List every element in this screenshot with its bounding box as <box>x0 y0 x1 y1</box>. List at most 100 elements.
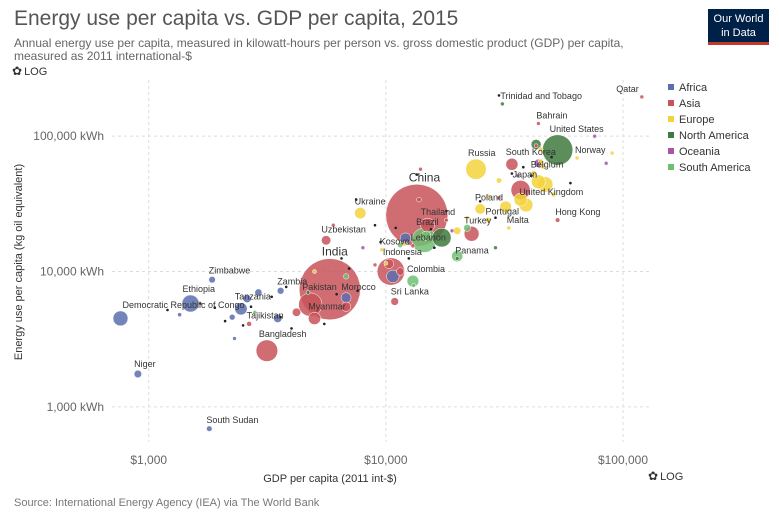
data-point[interactable] <box>510 172 514 175</box>
legend-item-africa[interactable]: Africa <box>668 80 751 96</box>
data-point[interactable] <box>499 200 512 213</box>
data-point[interactable] <box>407 257 411 260</box>
data-point[interactable] <box>449 228 455 234</box>
data-point[interactable] <box>335 292 338 296</box>
data-point-bangladesh[interactable] <box>255 339 278 362</box>
data-point[interactable] <box>177 312 182 318</box>
data-point[interactable] <box>292 307 301 317</box>
data-point[interactable] <box>522 165 525 169</box>
legend-item-south-america[interactable]: South America <box>668 160 751 176</box>
data-point[interactable] <box>341 301 352 312</box>
data-point[interactable] <box>373 223 377 227</box>
data-point-myanmar[interactable] <box>308 311 321 325</box>
data-point-bahrain[interactable] <box>536 121 541 126</box>
data-point[interactable] <box>538 146 544 152</box>
data-point-tanzania[interactable] <box>234 302 248 316</box>
data-point[interactable] <box>592 133 597 139</box>
y-axis-log-toggle[interactable]: ✿ LOG <box>12 64 47 78</box>
data-point[interactable] <box>411 283 416 288</box>
data-point[interactable] <box>279 315 282 319</box>
data-point-panama[interactable] <box>454 256 460 261</box>
data-point-norway[interactable] <box>574 155 580 161</box>
data-point-poland[interactable] <box>474 203 486 215</box>
data-point[interactable] <box>284 285 288 289</box>
data-point[interactable] <box>360 245 366 250</box>
data-point[interactable] <box>166 308 169 312</box>
data-point[interactable] <box>433 246 436 249</box>
data-point[interactable] <box>290 327 293 330</box>
data-point[interactable] <box>386 269 400 283</box>
data-point[interactable] <box>249 305 253 309</box>
data-point[interactable] <box>379 240 382 244</box>
data-point-tajikistan[interactable] <box>246 321 252 327</box>
data-point[interactable] <box>323 322 326 326</box>
data-point[interactable] <box>445 209 448 213</box>
data-point[interactable] <box>451 250 464 262</box>
data-point[interactable] <box>270 295 274 299</box>
data-point[interactable] <box>372 262 378 268</box>
data-point[interactable] <box>485 193 491 199</box>
data-point[interactable] <box>496 177 502 184</box>
data-point-trinidad-and-tobago[interactable] <box>500 101 505 107</box>
data-point[interactable] <box>429 228 433 231</box>
data-point[interactable] <box>478 200 482 203</box>
data-point[interactable] <box>550 155 553 159</box>
data-point[interactable] <box>540 163 546 170</box>
data-point[interactable] <box>347 267 351 270</box>
data-point[interactable] <box>331 222 336 228</box>
data-point[interactable] <box>550 191 557 198</box>
data-point-malta[interactable] <box>506 225 512 231</box>
data-point[interactable] <box>241 324 245 327</box>
data-point[interactable] <box>396 267 405 276</box>
legend-item-asia[interactable]: Asia <box>668 96 751 112</box>
data-point-kosovo[interactable] <box>379 247 384 252</box>
data-point-uzbekistan[interactable] <box>321 235 332 246</box>
data-points[interactable] <box>112 94 645 432</box>
data-point-south-sudan[interactable] <box>206 425 213 432</box>
data-point[interactable] <box>416 196 422 203</box>
data-point-democratic-republic-of-congo[interactable] <box>112 310 129 327</box>
data-point[interactable] <box>496 195 502 201</box>
data-point-sri-lanka[interactable] <box>390 297 399 306</box>
data-point[interactable] <box>223 319 227 323</box>
data-point[interactable] <box>444 217 449 223</box>
x-axis-log-toggle[interactable]: ✿ LOG <box>648 469 683 483</box>
legend-item-europe[interactable]: Europe <box>668 112 751 128</box>
data-point[interactable] <box>569 181 572 185</box>
data-point[interactable] <box>513 192 528 207</box>
data-point[interactable] <box>421 230 432 241</box>
legend-item-oceania[interactable]: Oceania <box>668 144 751 160</box>
data-point[interactable] <box>463 224 471 232</box>
owid-logo[interactable]: Our World in Data <box>708 9 769 45</box>
data-point[interactable] <box>533 143 539 148</box>
data-point[interactable] <box>252 310 258 315</box>
data-point[interactable] <box>254 288 263 297</box>
data-point[interactable] <box>394 226 398 230</box>
data-point[interactable] <box>213 306 217 310</box>
data-point[interactable] <box>354 198 358 201</box>
data-point[interactable] <box>418 166 423 172</box>
data-point-ukraine[interactable] <box>354 207 367 220</box>
data-point[interactable] <box>493 245 498 250</box>
data-point[interactable] <box>312 269 317 274</box>
data-point[interactable] <box>538 158 544 165</box>
data-point[interactable] <box>229 314 236 321</box>
data-point-zimbabwe[interactable] <box>208 276 216 284</box>
data-point-niger[interactable] <box>133 369 142 379</box>
data-point[interactable] <box>340 257 343 260</box>
data-point[interactable] <box>603 161 609 166</box>
legend-item-north-america[interactable]: North America <box>668 128 751 144</box>
data-point[interactable] <box>402 241 408 247</box>
data-point[interactable] <box>515 173 521 178</box>
data-point-ethiopia[interactable] <box>181 294 200 313</box>
data-point-zambia[interactable] <box>276 287 285 295</box>
data-point[interactable] <box>464 215 470 220</box>
data-point[interactable] <box>494 216 497 219</box>
data-point-portugal[interactable] <box>485 217 492 224</box>
data-point[interactable] <box>356 289 359 293</box>
data-point-russia[interactable] <box>465 158 487 180</box>
data-point[interactable] <box>232 336 237 341</box>
data-point[interactable] <box>343 273 350 280</box>
data-point[interactable] <box>497 94 501 97</box>
